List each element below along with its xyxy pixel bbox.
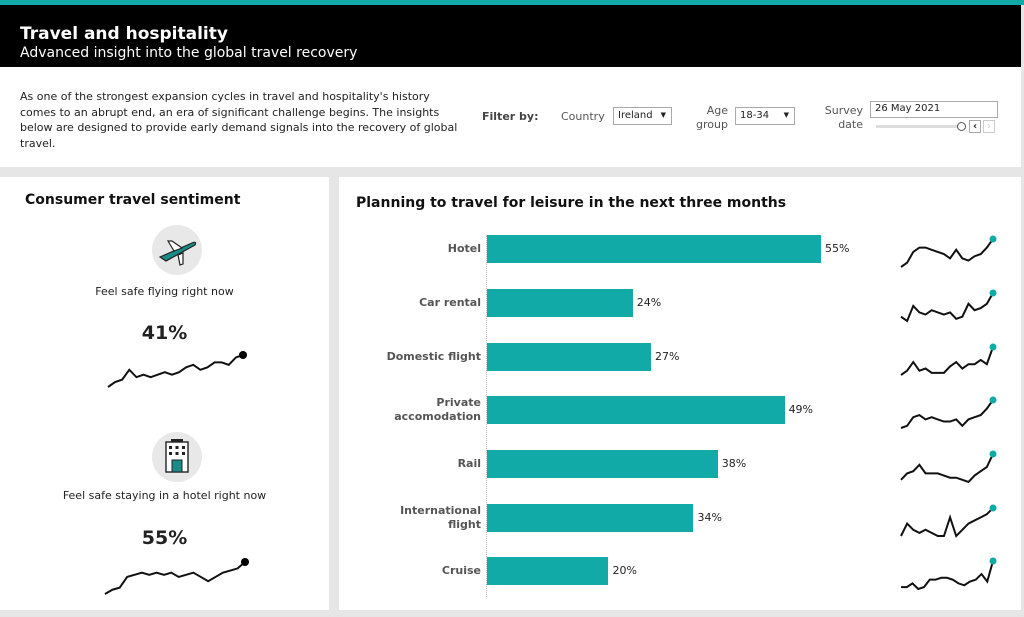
hotel-stay-trend-sparkline	[104, 558, 249, 595]
category-trend-sparkline	[900, 343, 997, 376]
category-label: Domestic flight	[386, 350, 481, 363]
age-value: 18-34	[740, 110, 770, 121]
category-label: Cruise	[441, 564, 481, 577]
accent-stripe	[0, 0, 1024, 5]
next-date-button[interactable]: ›	[983, 120, 995, 133]
category-label: Private accomodation	[394, 396, 481, 423]
bar-value-label: 34%	[697, 511, 722, 524]
age-label-line1: Age	[706, 104, 728, 117]
hotel-stay-label: Feel safe staying in a hotel right now	[62, 489, 267, 502]
category-label: International flight	[400, 504, 481, 531]
sparkline-latest-point	[989, 504, 997, 512]
bar-3[interactable]	[487, 396, 785, 424]
sparkline-path	[900, 238, 994, 268]
sparkline-path	[900, 507, 994, 538]
bar-value-label: 38%	[721, 457, 747, 470]
bar-0[interactable]	[487, 235, 821, 263]
hotel-stay-value: 55%	[141, 527, 188, 549]
age-label: Age group	[690, 104, 728, 132]
bar-6[interactable]	[487, 557, 609, 585]
bar-4[interactable]	[487, 450, 718, 478]
airplane-icon	[152, 225, 202, 275]
category-trend-sparkline	[900, 289, 997, 323]
country-label: Country	[561, 110, 605, 123]
bar-value-label: 27%	[654, 350, 680, 363]
bar-2[interactable]	[487, 343, 651, 371]
age-group-select[interactable]: 18-34 ▼	[735, 107, 795, 125]
page-title: Travel and hospitality	[20, 24, 228, 44]
sparkline-path	[107, 354, 244, 388]
intro-text: As one of the strongest expansion cycles…	[20, 90, 458, 150]
page-header: Travel and hospitality Advanced insight …	[0, 5, 1021, 67]
intro-panel: As one of the strongest expansion cycles…	[0, 67, 1021, 167]
chevron-down-icon: ▼	[660, 111, 666, 119]
sparkline-path	[900, 346, 994, 376]
hotel-icon	[152, 432, 202, 482]
bar-5[interactable]	[487, 504, 694, 532]
sparkline-latest-point	[989, 396, 997, 404]
bar-value-label: 55%	[825, 242, 850, 255]
date-slider-handle[interactable]	[957, 122, 966, 131]
sparkline-path	[900, 453, 994, 484]
sentiment-title: Consumer travel sentiment	[25, 192, 241, 208]
category-trend-sparkline	[900, 396, 997, 429]
leisure-plans-panel: Planning to travel for leisure in the ne…	[339, 177, 1021, 610]
bar-value-label: 20%	[612, 564, 637, 577]
filter-label: Filter by:	[482, 110, 539, 123]
sparkline-latest-point	[239, 351, 247, 359]
date-label: Survey date	[815, 104, 863, 132]
survey-date-input[interactable]: 26 May 2021	[870, 101, 998, 118]
category-trend-sparkline	[900, 504, 997, 538]
country-select[interactable]: Ireland ▼	[613, 107, 672, 125]
bar-value-label: 24%	[636, 296, 662, 309]
bar-1[interactable]	[487, 289, 633, 317]
sentiment-panel: Consumer travel sentiment Feel safe flyi…	[0, 177, 329, 610]
sparkline-latest-point	[989, 450, 997, 458]
date-slider-track[interactable]	[876, 125, 961, 128]
category-label: Car rental	[419, 296, 481, 309]
sparkline-latest-point	[989, 557, 997, 565]
category-trend-sparkline	[900, 450, 997, 484]
flying-label: Feel safe flying right now	[95, 285, 234, 298]
date-label-line1: Survey	[824, 104, 863, 117]
previous-date-button[interactable]: ‹	[969, 120, 981, 133]
sparkline-latest-point	[989, 235, 997, 243]
bar-value-label: 49%	[788, 403, 814, 416]
category-label: Hotel	[447, 242, 481, 255]
flying-value: 41%	[141, 322, 188, 344]
sparkline-latest-point	[989, 289, 997, 297]
date-label-line2: date	[838, 118, 863, 131]
flying-trend-sparkline	[107, 351, 247, 388]
age-label-line2: group	[696, 118, 728, 131]
category-label: Rail	[457, 457, 481, 470]
sparkline-latest-point	[241, 558, 249, 566]
chevron-down-icon: ▼	[783, 111, 789, 119]
chart-axis	[486, 235, 487, 597]
page-subtitle: Advanced insight into the global travel …	[20, 45, 358, 61]
sparkline-path	[901, 560, 994, 591]
country-value: Ireland	[618, 110, 653, 121]
sparkline-path	[900, 399, 994, 429]
sparkline-path	[900, 292, 994, 323]
chart-title: Planning to travel for leisure in the ne…	[356, 195, 787, 211]
category-trend-sparkline	[900, 235, 997, 268]
sparkline-latest-point	[989, 343, 997, 351]
category-trend-sparkline	[901, 557, 997, 591]
sparkline-path	[104, 561, 246, 595]
